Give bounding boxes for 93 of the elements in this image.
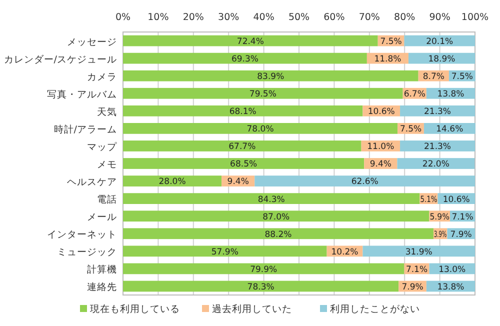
x-tick-label: 10% [148,12,169,23]
y-tick-label: ミュージック [57,247,117,258]
bar [123,193,420,204]
data-label: 84.3% [258,194,285,205]
y-tick-label: メモ [97,160,117,170]
data-label: 13.8% [437,282,464,292]
y-tick-label: メッセージ [67,36,117,48]
legend-label: 過去利用していた [212,303,292,315]
x-tick-label: 100% [461,12,489,23]
bar [254,176,475,186]
bar [123,158,364,169]
data-label: 21.3% [424,107,452,118]
data-label: 7.1% [406,264,428,275]
y-tick-label: 電話 [97,194,117,206]
x-tick-label: 20% [182,12,204,23]
data-label: 9.4% [370,160,392,170]
data-label: 57.9% [211,247,238,258]
data-label: 28.0% [158,177,186,188]
x-tick-label: 60% [324,12,345,23]
data-label: 10.6% [442,194,470,205]
y-tick-label: カレンダー/スケジュール [4,53,117,66]
data-label: 14.6% [436,124,464,135]
bar [123,88,403,99]
x-tick-label: 0% [115,12,131,23]
data-label: 83.9% [257,72,284,82]
y-tick-label: 計算機 [87,264,117,276]
data-label: 88.2% [264,230,292,240]
x-tick-label: 70% [358,12,380,23]
bar [123,263,404,274]
data-label: 68.1% [229,107,256,118]
bar [123,176,222,186]
data-label: 87.0% [262,212,290,222]
x-tick-label: 50% [288,12,310,23]
y-tick-label: 写真・アルバム [47,88,117,100]
y-tick-label: インターネット [47,230,117,241]
legend-label: 現在も利用している [90,303,180,315]
bar [400,105,475,116]
data-label: 79.9% [250,264,278,275]
data-label: 72.4% [236,36,264,47]
data-label: 10.2% [331,247,358,258]
legend-label: 利用したことがない [330,303,420,315]
y-tick-label: 時計/アラーム [54,123,117,136]
bar [123,123,398,134]
data-label: 31.9% [405,247,432,258]
bar [123,140,362,152]
data-label: 18.9% [428,54,456,64]
data-label: 21.3% [424,142,452,152]
y-tick-label: マップ [87,140,118,153]
data-label: 62.6% [351,177,378,188]
data-label: 8.7% [422,72,444,82]
data-label: 22.0% [422,160,450,170]
y-tick-label: カメラ [87,72,117,83]
data-label: 11.8% [374,54,402,64]
bar [400,140,475,152]
bar [362,246,475,257]
data-label: 78.0% [246,124,274,135]
x-tick-label: 30% [218,12,240,23]
x-tick-label: 80% [394,12,416,23]
data-label: 7.5% [451,72,473,82]
data-label: 7.5% [380,36,402,47]
x-tick-label: 40% [253,12,274,23]
data-label: 10.6% [368,107,395,118]
data-label: 13.8% [437,90,464,100]
bar [123,210,430,222]
data-label: 7.5% [400,124,422,135]
bar [123,280,399,292]
bar [123,52,367,64]
bar [123,246,327,257]
bar [123,35,378,46]
data-label: 7.9% [402,282,424,292]
data-label: 78.3% [247,282,274,292]
bar [123,228,434,240]
data-label: 79.5% [249,90,276,100]
data-label: 67.7% [228,142,256,152]
data-label: 68.5% [230,160,258,170]
data-label: 7.1% [452,212,474,222]
data-label: 69.3% [231,54,258,64]
bar [123,105,363,116]
data-label: 20.1% [426,36,454,47]
data-label: 7.9% [450,230,472,240]
x-tick-label: 90% [429,12,450,23]
bar [397,158,475,169]
y-tick-label: 天気 [97,106,117,118]
y-tick-label: 連絡先 [87,281,117,294]
data-label: 5.9% [430,212,452,222]
data-label: 9.4% [227,177,249,188]
y-tick-label: メール [87,212,117,224]
data-label: 6.7% [404,90,426,100]
y-tick-label: ヘルスケア [67,177,117,188]
bar [123,70,418,82]
data-label: 13.0% [438,264,466,275]
data-label: 5.1% [420,194,442,205]
data-label: 11.0% [367,142,394,152]
